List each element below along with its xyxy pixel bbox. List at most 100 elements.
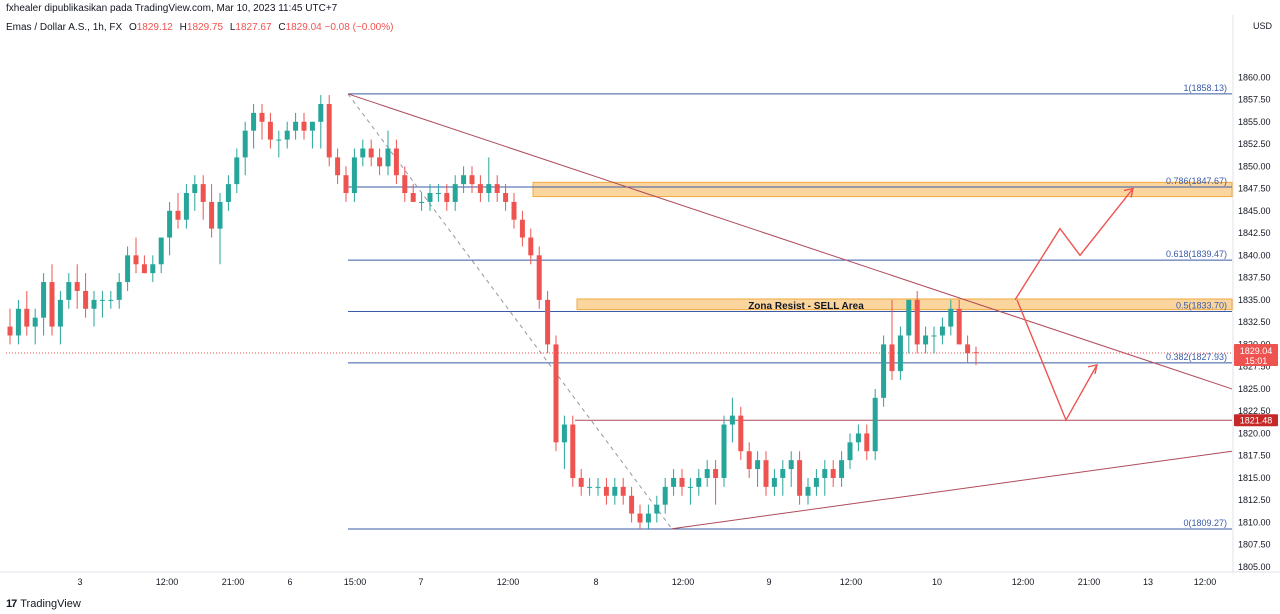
candle-body (24, 308, 30, 327)
tradingview-logo[interactable]: 17 TradingView (6, 598, 81, 610)
fib-level-label: 1(1858.13) (1183, 83, 1227, 93)
candle-body (259, 112, 265, 122)
projection-up-path (1014, 188, 1134, 301)
candle-body (729, 415, 735, 425)
candle-body (318, 103, 324, 122)
y-tick-label: 1812.50 (1238, 495, 1271, 505)
candle-body (217, 201, 223, 229)
fib-level-label: 0.786(1847.67) (1166, 176, 1227, 186)
candle-body (66, 282, 72, 300)
y-tick-label: 1832.50 (1238, 317, 1271, 327)
candle-body (477, 184, 483, 194)
candle-body (125, 255, 131, 283)
low-label: L (229, 22, 236, 33)
candle-body (385, 148, 391, 167)
high-value: 1829.75 (186, 22, 224, 33)
low-value: 1827.67 (235, 22, 272, 33)
candle-body (671, 477, 677, 487)
symbol-info-line: Emas / Dollar A.S., 1h, FX O1829.12 H182… (6, 22, 393, 33)
candle-body (301, 121, 307, 131)
x-tick-label: 15:00 (344, 577, 367, 587)
candle-body (444, 193, 450, 202)
candle-body (570, 424, 576, 478)
candle-body (889, 344, 895, 372)
candle-body (914, 299, 920, 345)
candle-body (276, 139, 282, 141)
candle-body (141, 264, 147, 274)
candle-body (662, 486, 668, 505)
projection-up-arrowhead (1123, 187, 1134, 198)
projection-down-arrowhead (1087, 363, 1098, 375)
candle-body (578, 477, 584, 487)
x-tick-label: 3 (77, 577, 82, 587)
open-value: 1829.12 (136, 22, 173, 33)
candle-body (864, 433, 870, 452)
candle-body (435, 193, 441, 195)
candle-body (225, 184, 231, 202)
x-tick-label: 8 (593, 577, 598, 587)
candle-body (629, 495, 635, 514)
candle-body (150, 264, 156, 274)
candle-body (545, 299, 551, 345)
x-tick-label: 6 (287, 577, 292, 587)
x-tick-label: 9 (766, 577, 771, 587)
candle-body (183, 193, 189, 220)
candle-body (738, 415, 744, 452)
y-tick-label: 1815.00 (1238, 473, 1271, 483)
zone-label: Zona Resist - SELL Area (748, 301, 864, 312)
candle-body (687, 486, 693, 488)
y-tick-label: 1817.50 (1238, 451, 1271, 461)
close-label: C (278, 22, 286, 33)
candle-body (855, 433, 861, 443)
candle-body (452, 184, 458, 202)
candle-body (948, 308, 954, 327)
candle-body (612, 486, 618, 496)
fib-level-label: 0(1809.27) (1183, 518, 1227, 528)
publisher-line: fxhealer dipublikasikan pada TradingView… (6, 3, 338, 14)
candle-body (486, 184, 492, 194)
fib-swing-line (347, 93, 673, 530)
candle-body (326, 103, 332, 158)
candle-body (368, 148, 374, 158)
candle-body (755, 460, 761, 470)
candle-body (351, 157, 357, 194)
candle-body (603, 486, 609, 496)
candle-body (209, 201, 215, 229)
candle-body (158, 237, 164, 265)
fib-level-label: 0.5(1833.70) (1176, 300, 1227, 310)
candle-body (805, 486, 811, 496)
x-tick-label: 12:00 (1012, 577, 1035, 587)
currency-label: USD (1252, 21, 1272, 31)
candle-body (251, 112, 257, 131)
y-tick-label: 1837.50 (1238, 273, 1271, 283)
candle-body (419, 201, 425, 203)
candle-body (587, 486, 593, 488)
candle-body (528, 237, 534, 256)
candle-body (813, 477, 819, 487)
candle-body (595, 486, 601, 488)
candle-body (377, 157, 383, 167)
y-tick-label: 1850.00 (1238, 161, 1271, 171)
symbol-name[interactable]: Emas / Dollar A.S., 1h, FX (6, 22, 123, 33)
candle-body (343, 175, 349, 194)
candle-body (553, 344, 559, 443)
candle-body (780, 469, 786, 478)
y-tick-label: 1857.50 (1238, 95, 1271, 105)
candle-body (41, 282, 47, 318)
fib-level-label: 0.382(1827.93) (1166, 352, 1227, 362)
candle-body (511, 201, 517, 220)
candle-body (763, 460, 769, 487)
resistance-zone (576, 298, 1233, 311)
support-price-value: 1821.48 (1240, 415, 1273, 425)
y-tick-label: 1840.00 (1238, 250, 1271, 260)
candle-body (200, 184, 206, 202)
y-tick-label: 1847.50 (1238, 184, 1271, 194)
candle-body (57, 299, 63, 327)
tradingview-brand: TradingView (20, 598, 81, 610)
x-tick-label: 7 (418, 577, 423, 587)
candle-body (293, 121, 299, 131)
y-tick-label: 1807.50 (1238, 540, 1271, 550)
candle-body (427, 193, 433, 202)
candle-body (713, 469, 719, 478)
